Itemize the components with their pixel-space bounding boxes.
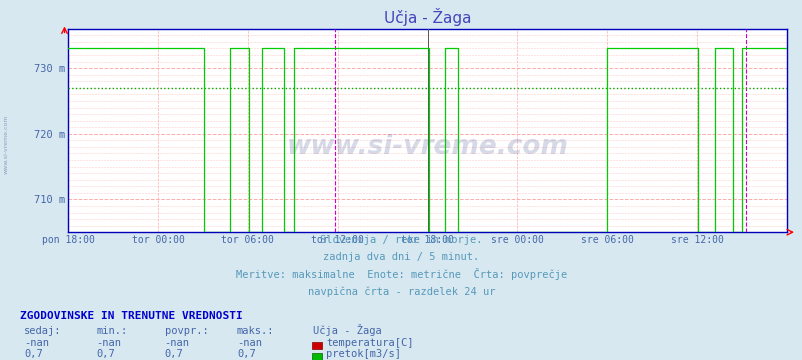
Text: zadnja dva dni / 5 minut.: zadnja dva dni / 5 minut. [323, 252, 479, 262]
Text: 0,7: 0,7 [24, 349, 43, 359]
Text: maks.:: maks.: [237, 326, 274, 336]
Text: Učja - Žaga: Učja - Žaga [313, 324, 382, 336]
Text: -nan: -nan [164, 338, 189, 348]
Text: povpr.:: povpr.: [164, 326, 208, 336]
Text: www.si-vreme.com: www.si-vreme.com [4, 114, 9, 174]
Text: www.si-vreme.com: www.si-vreme.com [286, 134, 568, 160]
Text: min.:: min.: [96, 326, 128, 336]
Text: Slovenija / reke in morje.: Slovenija / reke in morje. [320, 235, 482, 245]
Text: 0,7: 0,7 [96, 349, 115, 359]
Title: Učja - Žaga: Učja - Žaga [383, 8, 471, 26]
Text: 0,7: 0,7 [237, 349, 255, 359]
Text: ZGODOVINSKE IN TRENUTNE VREDNOSTI: ZGODOVINSKE IN TRENUTNE VREDNOSTI [20, 311, 242, 321]
Text: 0,7: 0,7 [164, 349, 183, 359]
Text: -nan: -nan [237, 338, 261, 348]
Text: sedaj:: sedaj: [24, 326, 62, 336]
Text: Meritve: maksimalne  Enote: metrične  Črta: povprečje: Meritve: maksimalne Enote: metrične Črta… [236, 267, 566, 280]
Text: -nan: -nan [96, 338, 121, 348]
Text: pretok[m3/s]: pretok[m3/s] [326, 349, 400, 359]
Text: -nan: -nan [24, 338, 49, 348]
Text: navpična črta - razdelek 24 ur: navpična črta - razdelek 24 ur [307, 286, 495, 297]
Text: temperatura[C]: temperatura[C] [326, 338, 413, 348]
